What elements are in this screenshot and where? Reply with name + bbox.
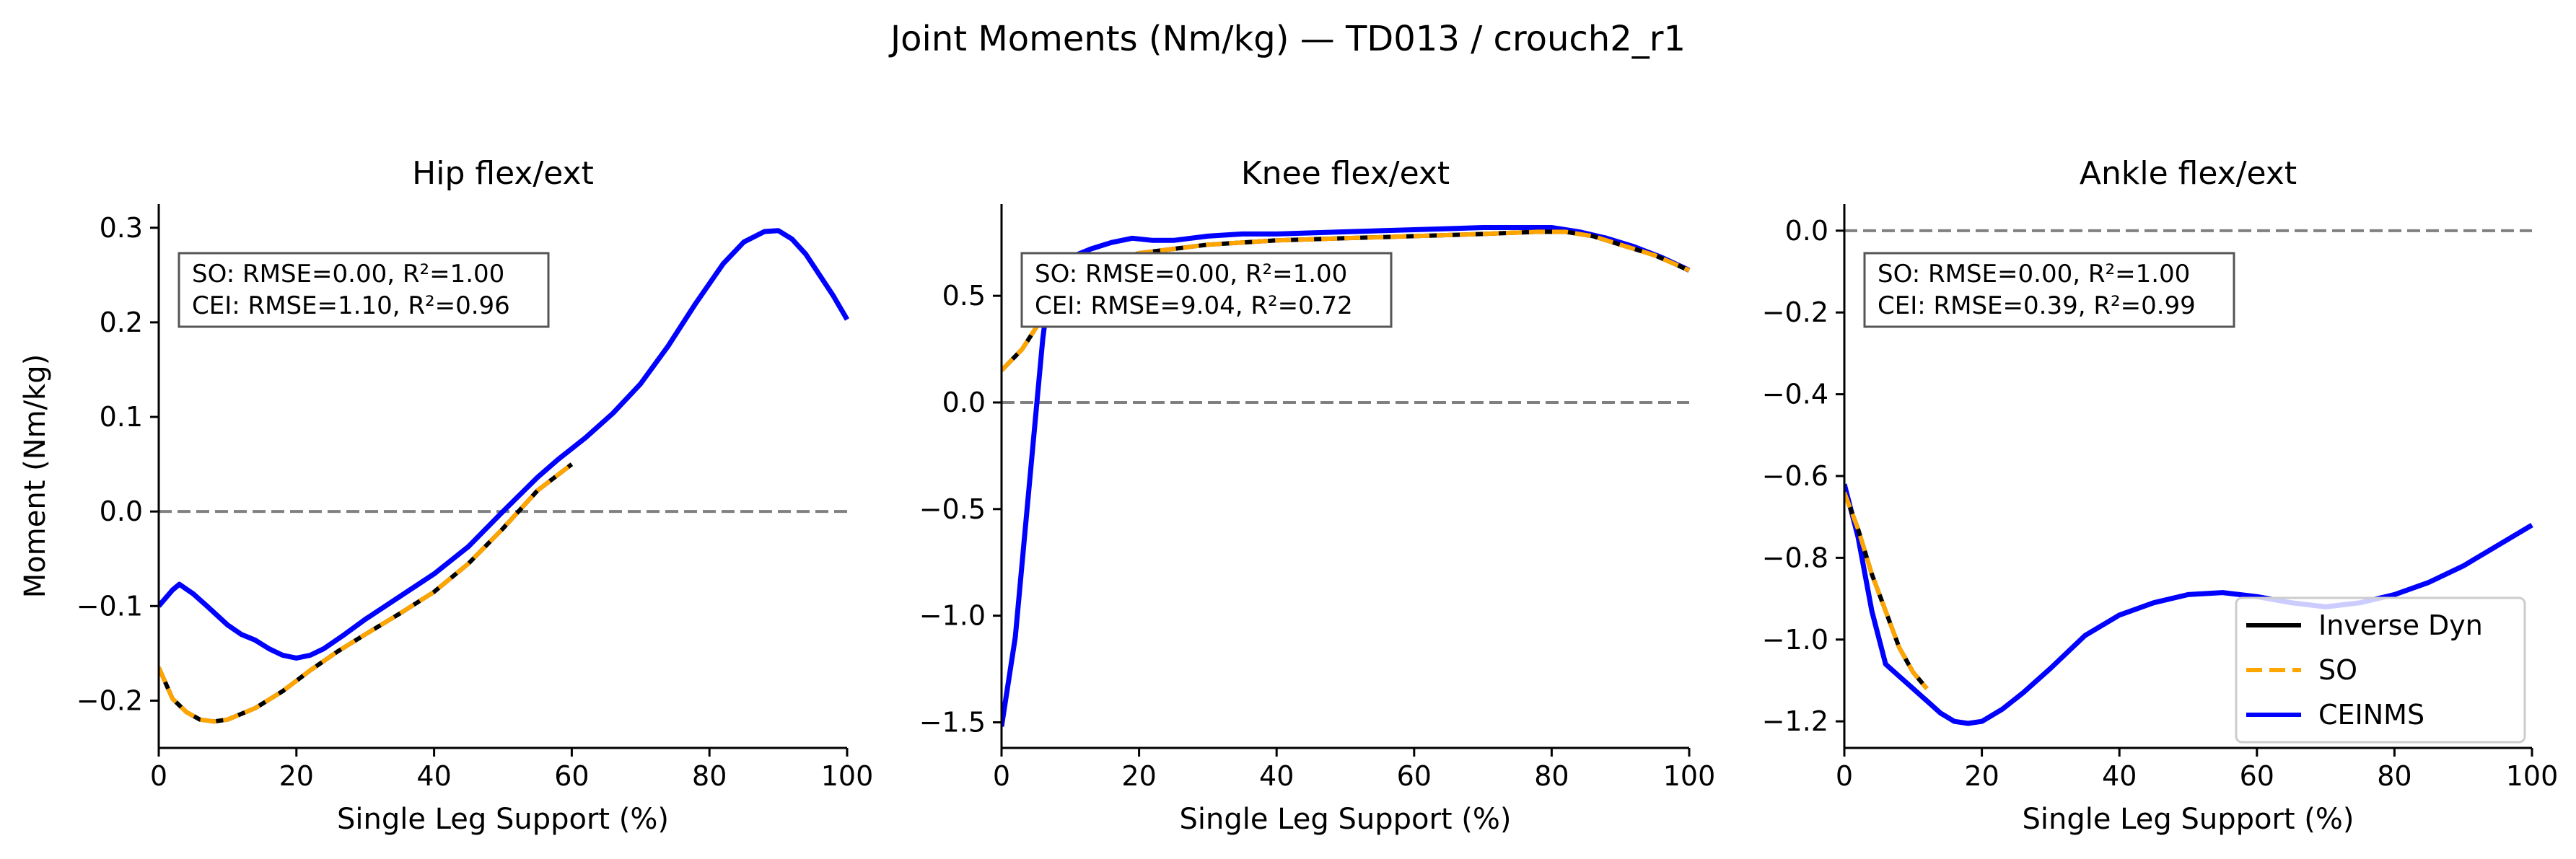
subplot-title: Hip flex/ext <box>412 155 594 192</box>
x-tick-label: 0 <box>993 760 1010 792</box>
y-axis-label: Moment (Nm/kg) <box>19 354 52 598</box>
y-tick-label: 0.0 <box>100 495 143 527</box>
y-tick-label: −1.5 <box>919 707 986 739</box>
subplot-title: Knee flex/ext <box>1241 155 1450 192</box>
stats-annotation-line: CEI: RMSE=9.04, R²=0.72 <box>1035 291 1353 320</box>
x-tick-label: 100 <box>1663 760 1716 792</box>
y-tick-label: −0.2 <box>1762 296 1828 328</box>
stats-annotation-box <box>178 252 550 328</box>
y-tick-label: −1.0 <box>1762 624 1828 656</box>
y-tick-label: −0.5 <box>919 493 986 525</box>
y-tick-label: −1.2 <box>1762 705 1828 737</box>
x-tick-label: 80 <box>692 760 727 792</box>
x-tick-label: 80 <box>1534 760 1569 792</box>
y-tick-label: −0.6 <box>1762 460 1828 492</box>
stats-annotation-line: CEI: RMSE=0.39, R²=0.99 <box>1878 291 2196 320</box>
x-tick-label: 20 <box>1964 760 1999 792</box>
legend-label: Inverse Dyn <box>2318 609 2483 641</box>
x-tick-label: 60 <box>554 760 589 792</box>
y-tick-label: −0.2 <box>76 684 143 716</box>
subplot-1: Knee flex/ext 0 20 40 60 80 100 −1.5 −1.0 −0.5 0.0… <box>919 155 1716 836</box>
figure-title: Joint Moments (Nm/kg) — TD013 / crouch2_… <box>888 19 1686 59</box>
x-tick-label: 40 <box>416 760 451 792</box>
series-group <box>159 228 850 724</box>
x-tick-label: 100 <box>821 760 874 792</box>
stats-annotation-line: SO: RMSE=0.00, R²=1.00 <box>1878 260 2190 288</box>
subplot-2: Ankle flex/ext 0 20 40 60 80 100 −1.2 −1.0 −0.8 −0… <box>1762 155 2559 836</box>
legend-box <box>2235 596 2526 744</box>
x-tick-label: 80 <box>2377 760 2411 792</box>
y-tick-label: −1.0 <box>919 600 986 632</box>
x-tick-label: 20 <box>1121 760 1156 792</box>
y-tick-label: −0.8 <box>1762 542 1828 573</box>
y-tick-label: 0.5 <box>942 280 986 312</box>
x-axis-label: Single Leg Support (%) <box>337 803 669 836</box>
x-axis-label: Single Leg Support (%) <box>2022 803 2354 836</box>
x-tick-label: 0 <box>150 760 167 792</box>
series-line-ceinms <box>159 228 850 661</box>
x-tick-label: 100 <box>2506 760 2559 792</box>
y-tick-label: 0.0 <box>942 387 986 418</box>
series-line-so <box>1844 491 1929 690</box>
legend-label: CEINMS <box>2318 699 2424 731</box>
x-tick-label: 40 <box>2102 760 2137 792</box>
subplot-0: Hip flex/ext 0 20 40 60 80 100 −0.2 −0.1 0.0 0.1 0.… <box>19 155 873 836</box>
y-tick-label: 0.1 <box>100 401 143 433</box>
y-tick-label: 0.0 <box>1785 215 1828 247</box>
x-tick-label: 0 <box>1836 760 1853 792</box>
x-axis-label: Single Leg Support (%) <box>1179 803 1511 836</box>
y-tick-label: −0.1 <box>76 590 143 622</box>
subplot-title: Ankle flex/ext <box>2080 155 2297 192</box>
stats-annotation-line: CEI: RMSE=1.10, R²=0.96 <box>192 291 510 320</box>
y-tick-label: −0.4 <box>1762 379 1828 410</box>
x-tick-label: 40 <box>1259 760 1294 792</box>
legend-label: SO <box>2318 654 2357 686</box>
y-tick-label: 0.3 <box>100 212 143 244</box>
stats-annotation-box <box>1863 252 2235 328</box>
x-tick-label: 60 <box>2240 760 2274 792</box>
x-tick-label: 20 <box>279 760 314 792</box>
subplots: Hip flex/ext 0 20 40 60 80 100 −0.2 −0.1 0.0 0.1 0.… <box>19 155 2558 836</box>
y-tick-label: 0.2 <box>100 307 143 338</box>
x-tick-label: 60 <box>1397 760 1432 792</box>
stats-annotation-line: SO: RMSE=0.00, R²=1.00 <box>192 260 504 288</box>
stats-annotation-line: SO: RMSE=0.00, R²=1.00 <box>1035 260 1347 288</box>
stats-annotation-box <box>1020 252 1393 328</box>
series-line-so <box>159 462 574 724</box>
